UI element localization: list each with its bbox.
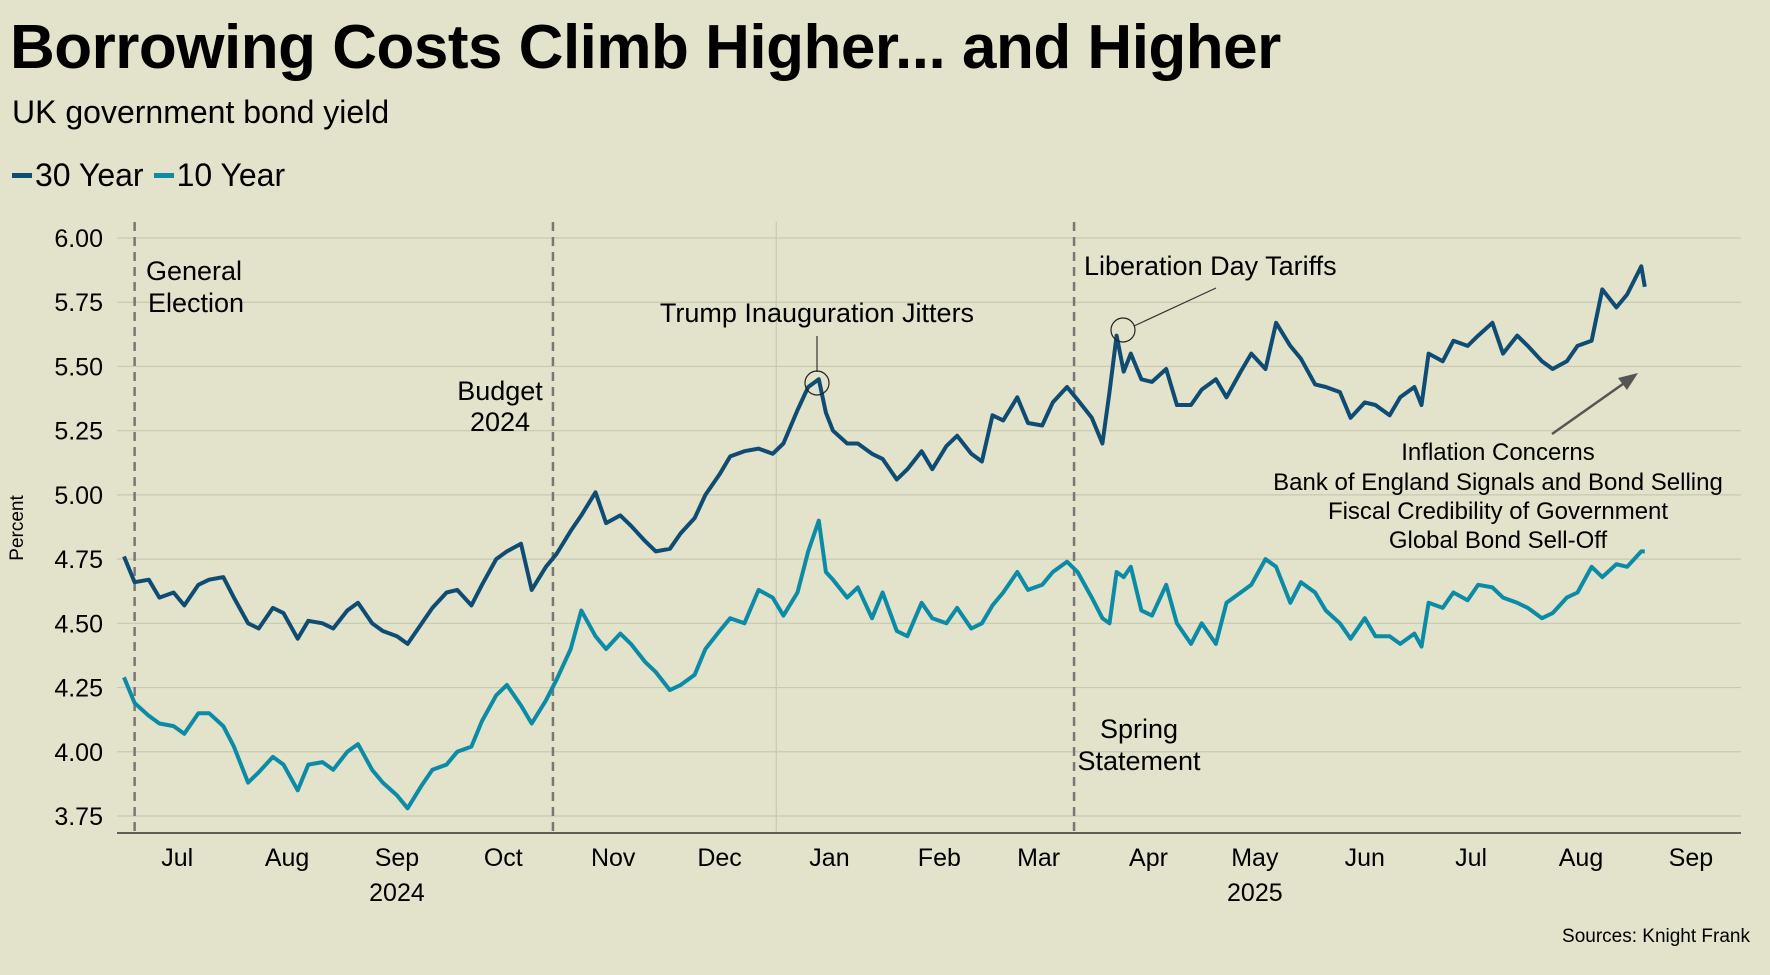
series-line-30-year xyxy=(122,264,1647,646)
x-tick-label: Aug xyxy=(265,844,309,872)
annotation-drivers-arrow xyxy=(1551,377,1631,436)
x-tick-label: Apr xyxy=(1129,844,1168,872)
sources-note: Sources: Knight Frank xyxy=(1562,926,1750,947)
x-tick-label: May xyxy=(1231,844,1279,872)
legend-item-10-year: 10 Year xyxy=(153,157,286,194)
legend-swatch-10-year xyxy=(153,173,174,178)
annotation-liberation-circle xyxy=(1110,317,1136,343)
legend-swatch-30-year xyxy=(12,173,32,178)
annotation-spring-statement-line1: Spring xyxy=(1100,714,1178,744)
annotation-spring-statement-line2: Statement xyxy=(1077,746,1201,776)
chart-subtitle: UK government bond yield xyxy=(12,94,390,130)
legend-label-30-year: 30 Year xyxy=(35,157,144,193)
annotation-driver-4: Global Bond Sell-Off xyxy=(1389,527,1608,554)
y-tick-label: 6.00 xyxy=(54,225,103,253)
y-tick-label: 4.25 xyxy=(54,675,103,703)
legend-label-10-year: 10 Year xyxy=(176,157,286,193)
arrow-head-icon xyxy=(1618,373,1638,390)
annotation-driver-3: Fiscal Credibility of Government xyxy=(1328,498,1668,525)
y-tick-label: 3.75 xyxy=(54,803,103,831)
x-tick-label: Sep xyxy=(1669,844,1713,872)
x-tick-label: Mar xyxy=(1017,844,1060,872)
y-tick-label: 5.75 xyxy=(54,289,103,317)
y-tick-label: 4.00 xyxy=(54,739,103,767)
y-tick-label: 4.75 xyxy=(54,546,103,574)
gridlines xyxy=(117,222,1741,833)
series-lines xyxy=(122,264,1647,811)
annotation-general-election-line2: Election xyxy=(148,288,244,318)
y-axis-ticks: 3.75 4.00 4.25 4.50 4.75 5.00 5.25 5.50 5.75 6.00 xyxy=(54,225,103,831)
x-tick-label: Jul xyxy=(161,844,193,872)
annotation-trump: Trump Inauguration Jitters xyxy=(660,298,974,328)
x-tick-label: Nov xyxy=(591,844,636,872)
x-tick-label: Feb xyxy=(918,844,961,872)
annotation-trump-circle xyxy=(804,370,830,396)
annotation-budget-line1: Budget xyxy=(457,376,543,406)
annotation-general-election-line1: General xyxy=(146,256,242,286)
x-tick-label: Sep xyxy=(375,844,419,872)
chart-title: Borrowing Costs Climb Higher... and High… xyxy=(10,13,1281,82)
legend-item-30-year: 30 Year xyxy=(12,157,144,194)
y-tick-label: 5.25 xyxy=(54,418,103,446)
x-tick-label: Oct xyxy=(484,844,523,872)
y-tick-label: 4.50 xyxy=(54,610,103,638)
y-tick-label: 5.00 xyxy=(54,482,103,510)
annotation-budget-line2: 2024 xyxy=(470,407,530,437)
x-axis-ticks: Jul Aug Sep Oct Nov Dec Jan Feb Mar Apr May Jun Jul A… xyxy=(161,844,1713,907)
y-axis-label: Percent xyxy=(7,495,28,561)
x-tick-label: Jun xyxy=(1345,844,1385,872)
event-lines xyxy=(133,222,1076,833)
annotation-driver-2: Bank of England Signals and Bond Selling xyxy=(1273,469,1723,496)
annotation-driver-1: Inflation Concerns xyxy=(1401,439,1594,466)
series-line-10-year xyxy=(122,518,1645,811)
x-year-label: 2024 xyxy=(369,879,425,907)
legend: 30 Year 10 Year xyxy=(12,157,295,194)
x-tick-label: Jul xyxy=(1455,844,1487,872)
x-tick-label: Aug xyxy=(1559,844,1603,872)
x-tick-label: Jan xyxy=(809,844,849,872)
y-tick-label: 5.50 xyxy=(54,353,103,381)
annotation-liberation: Liberation Day Tariffs xyxy=(1084,251,1337,281)
x-year-label: 2025 xyxy=(1227,879,1283,907)
x-tick-label: Dec xyxy=(697,844,741,872)
annotation-liberation-leader xyxy=(1133,287,1217,327)
